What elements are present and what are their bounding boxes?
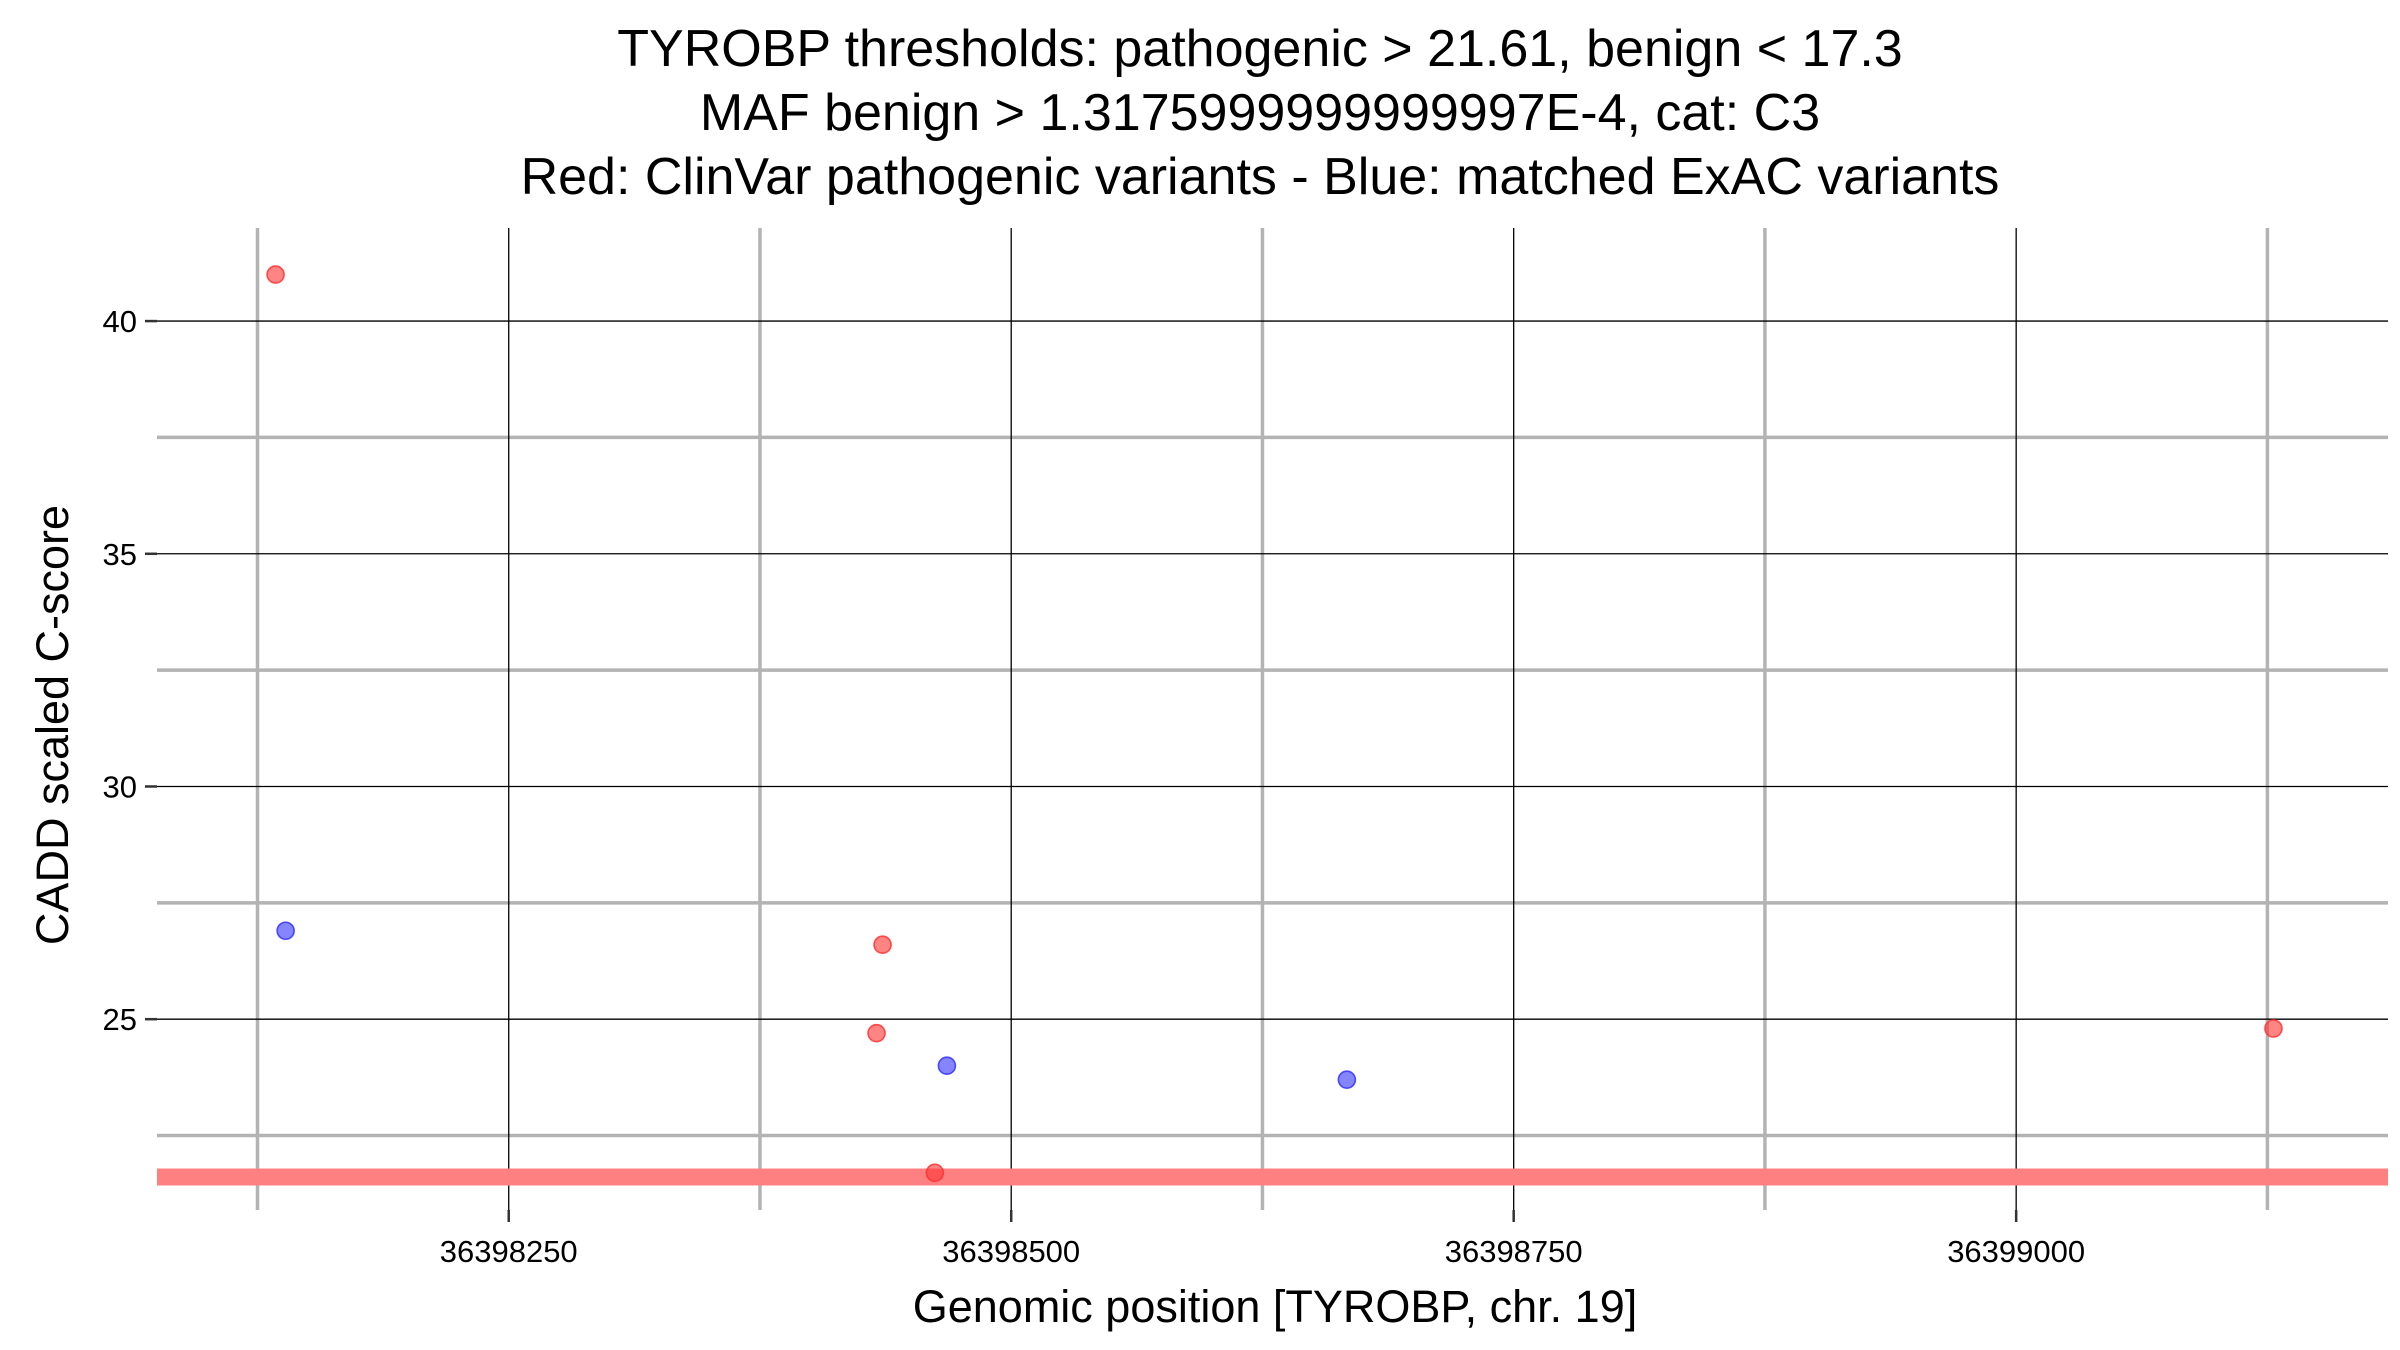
x-tick-label-1: 36398500 — [942, 1234, 1080, 1269]
y-axis: 25 30 35 40 — [103, 304, 157, 1037]
x-tick-label-0: 36398250 — [440, 1234, 578, 1269]
y-axis-title: CADD scaled C-score — [27, 505, 78, 945]
x-axis-title: Genomic position [TYROBP, chr. 19] — [913, 1281, 1638, 1332]
chart-title-line-2: MAF benign > 1.3175999999999997E-4, cat:… — [700, 84, 1820, 142]
chart-title-line-1: TYROBP thresholds: pathogenic > 21.61, b… — [617, 20, 1902, 78]
point-0-3 — [925, 1163, 945, 1183]
y-tick-label-1: 30 — [103, 769, 137, 804]
data-points — [266, 265, 2283, 1183]
y-tick-label-3: 40 — [103, 304, 137, 339]
major-gridlines — [157, 228, 2388, 1210]
x-tick-label-3: 36399000 — [1947, 1234, 2085, 1269]
minor-gridlines — [157, 228, 2388, 1210]
point-0-0 — [266, 265, 285, 284]
chart-title: TYROBP thresholds: pathogenic > 21.61, b… — [521, 20, 2000, 206]
point-1-1 — [937, 1056, 957, 1076]
point-1-0 — [276, 921, 295, 941]
y-tick-label-2: 35 — [103, 537, 137, 572]
plot-panel — [157, 228, 2388, 1210]
point-0-1 — [867, 1023, 886, 1043]
point-0-2 — [873, 935, 892, 955]
point-0-4 — [2264, 1019, 2283, 1038]
y-tick-label-0: 25 — [103, 1002, 137, 1037]
chart-title-line-3: Red: ClinVar pathogenic variants - Blue:… — [521, 148, 2000, 206]
x-tick-label-2: 36398750 — [1445, 1234, 1583, 1269]
point-1-2 — [1337, 1070, 1357, 1089]
x-axis: 36398250 36398500 36398750 36399000 — [440, 1210, 2085, 1269]
